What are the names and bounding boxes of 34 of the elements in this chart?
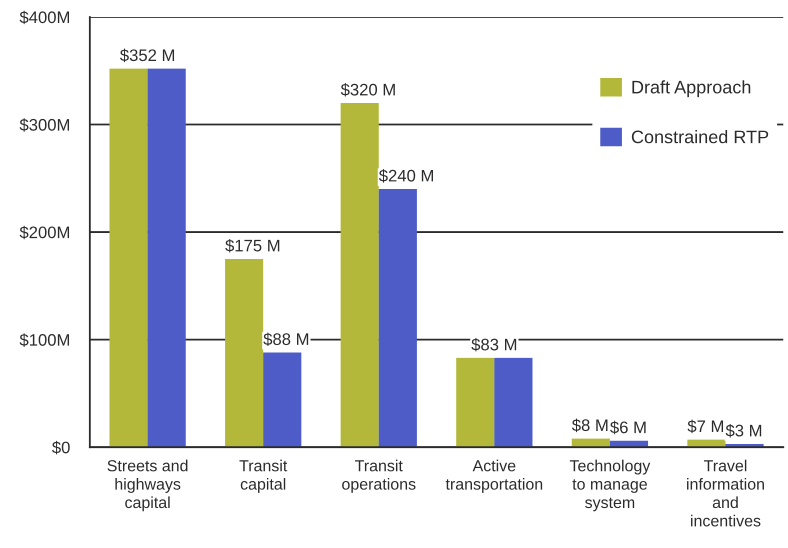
bar [225, 258, 264, 448]
data-label: $175 M [225, 239, 280, 252]
bar [378, 189, 417, 448]
x-tick-label: Active transportation [446, 460, 542, 493]
y-tick-label: $100M [20, 333, 70, 347]
bar [340, 103, 379, 448]
legend-label: Draft Approach [632, 80, 750, 98]
x-tick-label: Transit capital [239, 460, 288, 493]
data-label: $352 M [120, 48, 174, 62]
data-label: $3 M [726, 424, 762, 438]
y-tick-label: $400M [20, 10, 70, 24]
y-tick-label: $200M [20, 226, 70, 240]
bar [610, 440, 648, 448]
data-label: $8 M [572, 418, 608, 432]
bar [148, 68, 186, 448]
data-label: $6 M [610, 420, 646, 434]
data-label: $83 M [471, 338, 516, 352]
y-tick-label: $300M [20, 118, 70, 132]
x-tick-label: Technology to manage system [570, 460, 650, 512]
legend-label: Constrained RTP [632, 130, 768, 144]
bar [109, 68, 148, 448]
bar [263, 352, 302, 448]
bar [687, 440, 726, 448]
data-label: $88 M [263, 332, 308, 346]
bar [494, 358, 532, 448]
x-tick-label: Travel information and incentives [687, 460, 764, 526]
x-tick-label: Streets and highways capital [108, 460, 188, 512]
x-tick-label: Transit operations [342, 460, 416, 493]
data-label: $320 M [340, 83, 395, 97]
data-label: $7 M [688, 420, 724, 434]
bar [572, 438, 610, 448]
data-label: $240 M [378, 169, 433, 183]
bar [456, 358, 494, 448]
y-tick-label: $0 [52, 440, 70, 454]
